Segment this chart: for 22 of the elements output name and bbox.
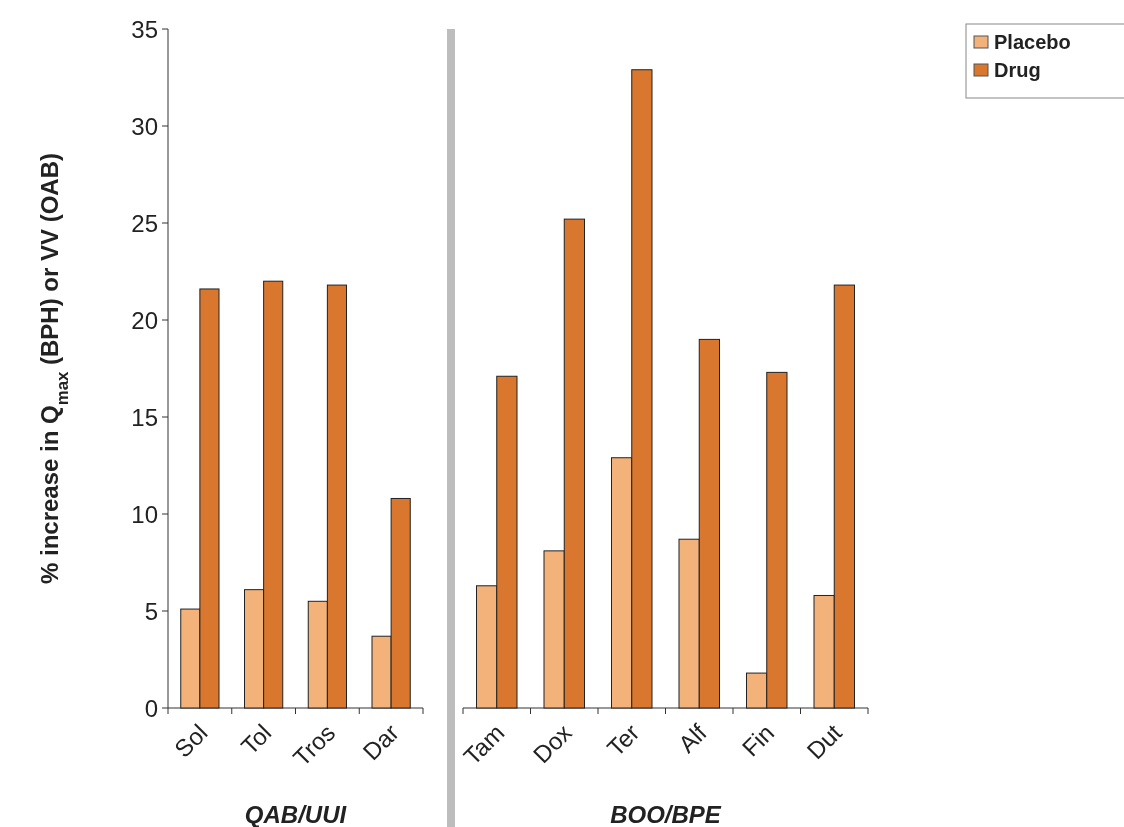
legend-label: Placebo <box>994 31 1071 53</box>
x-tick-label: Alf <box>672 718 713 758</box>
x-tick-label: Tam <box>458 718 510 771</box>
x-axis-title: QAB/UUI <box>244 801 348 827</box>
y-tick-label: 0 <box>144 694 158 722</box>
y-tick-label: 20 <box>131 306 158 334</box>
y-tick-label: 10 <box>131 500 158 528</box>
x-tick-label: Dar <box>357 718 404 766</box>
x-tick-label: Tros <box>287 718 341 772</box>
y-tick-label: 25 <box>131 209 158 237</box>
y-tick-label: 15 <box>131 403 158 431</box>
x-tick-label: Ter <box>601 718 645 762</box>
legend-label: Drug <box>994 59 1041 81</box>
y-tick-label: 30 <box>131 112 158 140</box>
y-tick-label: 35 <box>131 15 158 43</box>
x-axis-title: BOO/BPE <box>610 801 722 827</box>
x-tick-label: Fin <box>736 718 780 762</box>
y-tick-label: 5 <box>144 597 158 625</box>
x-tick-label: Dut <box>801 718 848 765</box>
x-tick-label: Tol <box>235 718 277 760</box>
x-tick-label: Sol <box>169 718 213 763</box>
x-tick-label: Dox <box>527 718 577 769</box>
